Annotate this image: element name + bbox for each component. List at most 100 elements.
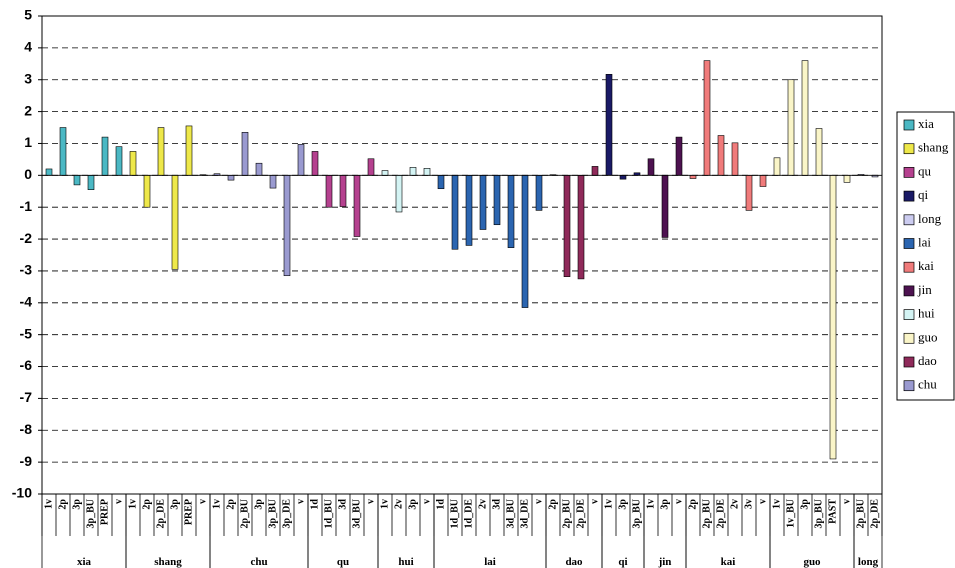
- bar: [311, 151, 319, 176]
- x-tick-label: 3p: [659, 499, 670, 510]
- group-label: hui: [398, 556, 413, 568]
- x-tick-label: 1v_BU: [785, 499, 796, 528]
- bar: [185, 125, 193, 176]
- x-tick-label: 3p: [169, 499, 180, 510]
- bar: [689, 175, 697, 179]
- group-label: chu: [250, 556, 267, 568]
- y-tick-label: 0: [24, 166, 32, 182]
- x-tick-label: 3d: [337, 499, 348, 510]
- x-tick-label: 2v: [729, 499, 740, 509]
- x-tick-label: 3d: [491, 499, 502, 510]
- group-label: guo: [803, 556, 821, 568]
- bar: [297, 144, 305, 176]
- legend-swatch: [903, 167, 915, 178]
- x-tick-label: 2p: [141, 499, 152, 510]
- bar: [619, 175, 627, 180]
- legend-label: hui: [918, 306, 935, 321]
- bar: [717, 135, 725, 176]
- y-tick-label: -6: [20, 357, 33, 373]
- x-tick-label: 3d_BU: [351, 499, 362, 528]
- legend-label: qi: [918, 187, 929, 202]
- bar: [423, 168, 431, 176]
- x-tick-label: 2p: [687, 499, 698, 510]
- x-tick-label: 1v: [211, 499, 222, 509]
- y-tick-label: -9: [20, 453, 33, 469]
- bar: [101, 136, 109, 176]
- y-tick-label: -4: [20, 294, 33, 310]
- bar: [703, 60, 711, 176]
- legend-label: long: [918, 211, 942, 226]
- legend-swatch: [903, 309, 915, 320]
- bar: [493, 175, 501, 226]
- x-tick-label: 1d: [309, 499, 320, 510]
- bar: [479, 175, 487, 230]
- bar: [605, 74, 613, 176]
- x-tick-label: 1d_BU: [323, 499, 334, 528]
- y-tick-label: -3: [20, 262, 33, 278]
- group-label: jin: [658, 556, 672, 568]
- x-tick-label: 1v: [127, 499, 138, 509]
- bar: [45, 168, 53, 176]
- bar: [591, 166, 599, 176]
- x-tick-label: PAST: [827, 499, 838, 524]
- x-tick-label: 2p: [57, 499, 68, 510]
- x-tick-label: 2p_BU: [561, 499, 572, 528]
- group-label: qi: [618, 556, 627, 568]
- y-tick-label: -2: [20, 230, 33, 246]
- x-tick-label: 1d_DE: [463, 499, 474, 529]
- bar: [437, 175, 445, 190]
- legend-label: lai: [918, 234, 931, 249]
- bar: [241, 132, 249, 176]
- bar: [59, 127, 67, 176]
- x-tick-label: 3p: [407, 499, 418, 510]
- x-tick-label: 1v: [379, 499, 390, 509]
- legend-swatch: [903, 261, 915, 273]
- legend-swatch: [903, 238, 915, 249]
- x-tick-label: 2p: [547, 499, 558, 510]
- legend-swatch: [903, 332, 915, 344]
- x-tick-label: v: [589, 499, 600, 504]
- x-tick-label: 1v: [771, 499, 782, 509]
- y-tick-label: -7: [20, 389, 33, 405]
- x-tick-label: v: [421, 499, 432, 504]
- bar: [339, 175, 347, 207]
- y-tick-label: -5: [20, 325, 33, 341]
- x-tick-label: 1d_BU: [449, 499, 460, 528]
- x-tick-label: 3p_BU: [631, 499, 642, 528]
- legend-swatch: [903, 190, 915, 202]
- bar: [269, 175, 277, 189]
- bar: [843, 175, 851, 183]
- x-tick-label: 2v: [477, 499, 488, 509]
- group-label: qu: [337, 556, 349, 568]
- bar: [381, 170, 389, 176]
- y-tick-label: -10: [12, 485, 32, 501]
- legend-swatch: [903, 285, 915, 297]
- x-tick-label: 2p_DE: [155, 499, 166, 529]
- bar: [521, 175, 529, 308]
- bar: [829, 175, 837, 460]
- bar: [409, 167, 417, 176]
- y-tick-label: 2: [24, 102, 32, 118]
- bar: [647, 158, 655, 176]
- x-tick-label: 2p_DE: [715, 499, 726, 529]
- y-tick-label: -1: [20, 198, 33, 214]
- legend-swatch: [903, 214, 915, 226]
- x-tick-label: 3p: [617, 499, 628, 510]
- x-tick-label: 2p: [225, 499, 236, 510]
- bar: [227, 175, 235, 181]
- group-label: xia: [77, 556, 92, 568]
- x-tick-label: 2p_BU: [855, 499, 866, 528]
- x-tick-label: 2p_DE: [869, 499, 880, 529]
- x-tick-label: v: [295, 499, 306, 504]
- bar: [325, 175, 333, 208]
- legend-label: guo: [918, 329, 938, 344]
- bar: [759, 175, 767, 187]
- bar: [283, 175, 291, 277]
- bar: [563, 175, 571, 277]
- x-tick-label: v: [673, 499, 684, 504]
- x-tick-label: 3p: [799, 499, 810, 510]
- x-tick-label: 3p: [253, 499, 264, 510]
- group-label: shang: [154, 556, 182, 568]
